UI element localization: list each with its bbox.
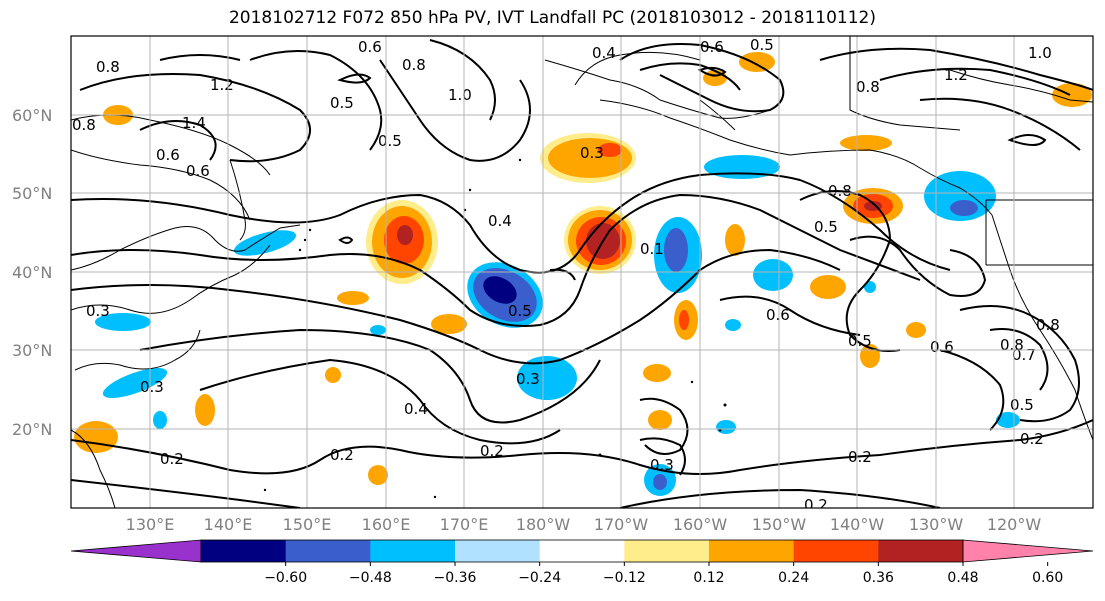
contour-label: 1.2 [944,66,968,84]
lat-label: 30°N [12,341,52,360]
lon-label: 140°W [830,515,885,534]
latitude-labels: 60°N 50°N 40°N 30°N 20°N [12,106,52,439]
contour-label: 1.0 [448,86,472,104]
contour-label: 0.4 [592,44,616,62]
contour-label: 0.2 [160,450,184,468]
lat-label: 50°N [12,184,52,203]
lon-label: 150°W [752,515,807,534]
map-frame [70,35,1094,509]
contour-label: 0.6 [700,38,724,56]
contour-label: 0.8 [856,78,880,96]
positive-anomaly-gulf-alaska [843,188,903,224]
contour-label: 0.8 [72,116,96,134]
contour-label: 0.6 [156,146,180,164]
colorbar: −0.60 −0.48 −0.36 −0.24 −0.12 0.12 0.24 0.36 0.4… [70,539,1094,586]
colorbar-tick-label: 0.36 [863,570,894,586]
lon-label: 130°E [126,515,175,534]
contour-label: 0.6 [358,38,382,56]
contour-label: 0.3 [650,456,674,474]
contour-label: 0.2 [848,448,872,466]
colorbar-segment [709,540,795,562]
contour-label: 0.2 [330,446,354,464]
colorbar-tick-label: −0.60 [264,570,307,586]
contour-label: 0.8 [402,56,426,74]
contour-label: 0.5 [848,332,872,350]
contour-label: 0.3 [516,370,540,388]
contour-label: 0.5 [378,132,402,150]
contour-label: 0.3 [580,144,604,162]
lon-label: 160°W [673,515,728,534]
contour-label: 1.2 [210,76,234,94]
gridlines [71,36,1093,508]
colorbar-tick-label: 0.24 [778,570,809,586]
contour-label: 0.5 [508,302,532,320]
coastlines [71,36,1093,508]
contour-label: 0.6 [186,162,210,180]
contour-label: 0.1 [640,240,664,258]
colorbar-extend-low [70,539,202,563]
colorbar-segment [539,540,625,562]
contour-labels: 0.8 0.8 1.2 1.4 0.6 0.6 0.5 0.6 0.8 1.0 … [72,36,1060,514]
colorbar-tick-label: 0.60 [1032,570,1063,586]
lon-label: 160°E [362,515,411,534]
contour-label: 0.4 [488,212,512,230]
colorbar-tick-label: −0.48 [349,570,392,586]
contour-label: 0.5 [814,218,838,236]
lon-label: 180°W [516,515,571,534]
lon-label: 140°E [204,515,253,534]
colorbar-frame [200,539,964,563]
contour-label: 0.2 [480,442,504,460]
contour-label: 0.4 [404,400,428,418]
lon-label: 170°W [594,515,649,534]
positive-anomaly-east-of-japan [366,200,438,284]
contour-label: 0.5 [1010,396,1034,414]
colorbar-tick-label: −0.24 [518,570,561,586]
lon-label: 130°W [909,515,964,534]
lat-label: 40°N [12,263,52,282]
longitude-labels: 130°E 140°E 150°E 160°E 170°E 180°W 170°… [126,515,1042,534]
contour-label: 0.3 [86,302,110,320]
contour-label: 1.4 [182,114,206,132]
contour-label: 0.2 [1020,430,1044,448]
lon-label: 150°E [283,515,332,534]
lon-label: 120°W [987,515,1042,534]
colorbar-segment [455,540,541,562]
contour-label: 0.2 [804,496,828,514]
contour-label: 0.6 [930,338,954,356]
colorbar-segment [285,540,371,562]
contour-label: 0.8 [1036,316,1060,334]
colorbar-segment [793,540,879,562]
contour-label: 0.7 [1012,346,1036,364]
contour-label: 0.8 [828,182,852,200]
colorbar-tick-label: 0.48 [947,570,978,586]
contour-label: 1.0 [1028,44,1052,62]
lat-label: 60°N [12,106,52,125]
pv-contours [71,39,1093,508]
lon-label: 170°E [440,515,489,534]
contour-label: 0.8 [96,58,120,76]
map-title: 2018102712 F072 850 hPa PV, IVT Landfall… [228,8,876,28]
negative-anomaly-dateline-east [654,217,702,293]
positive-anomaly-north [540,133,636,183]
contour-label: 0.5 [750,36,774,54]
colorbar-segment [624,540,710,562]
colorbar-segment [370,540,456,562]
colorbar-tick-label: −0.12 [603,570,646,586]
contour-label: 0.3 [140,378,164,396]
negative-anomaly-central [467,262,543,328]
colorbar-tick-label: 0.12 [693,570,724,586]
contour-label: 0.5 [330,94,354,112]
colorbar-segment [201,540,287,562]
colorbar-extend-high [962,539,1094,563]
colorbar-tick-label: −0.36 [434,570,477,586]
contour-label: 0.6 [766,306,790,324]
lat-label: 20°N [12,420,52,439]
colorbar-segment [878,540,964,562]
